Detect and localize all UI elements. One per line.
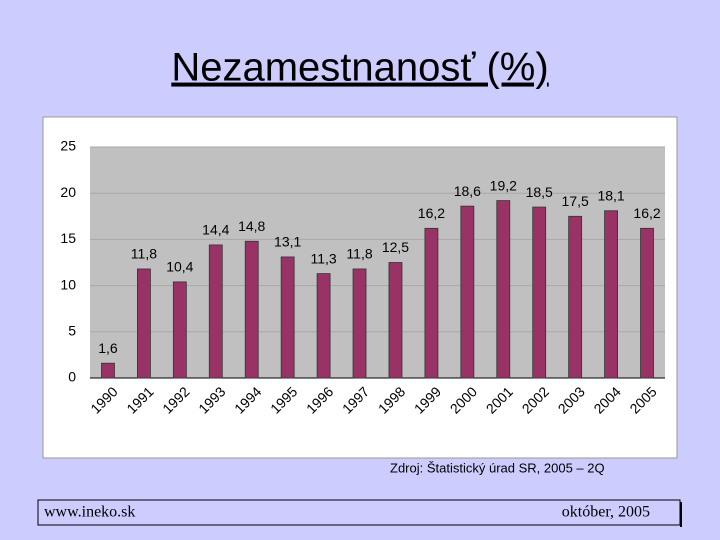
- footer-left: www.ineko.sk: [44, 504, 135, 521]
- value-label: 16,2: [633, 205, 660, 221]
- value-label: 19,2: [490, 177, 517, 193]
- value-label: 17,5: [562, 193, 589, 209]
- bar: [532, 206, 547, 379]
- bar: [316, 273, 331, 379]
- value-label: 14,4: [202, 222, 229, 238]
- value-label: 11,8: [346, 246, 372, 262]
- bar: [604, 210, 618, 379]
- chart: 051015202519901,6199111,8199210,4199314,…: [60, 138, 665, 417]
- chart-title: Nezamestnanosť (%): [171, 46, 548, 90]
- bar: [496, 200, 511, 379]
- source-note: Zdroj: Štatistický úrad SR, 2005 – 2Q: [390, 460, 605, 475]
- y-tick-label: 25: [60, 138, 76, 154]
- bar: [137, 268, 151, 379]
- bar: [208, 244, 223, 379]
- value-label: 13,1: [274, 234, 301, 250]
- bar: [101, 362, 115, 379]
- value-label: 18,1: [597, 187, 624, 203]
- value-label: 16,2: [418, 205, 445, 221]
- y-tick-label: 10: [60, 276, 76, 292]
- bar: [640, 227, 654, 379]
- bar: [352, 268, 367, 379]
- value-label: 14,8: [238, 218, 265, 234]
- y-tick-label: 5: [68, 323, 76, 339]
- bar: [172, 281, 187, 379]
- bar: [280, 256, 295, 379]
- y-tick-label: 0: [68, 369, 76, 385]
- value-label: 18,5: [526, 184, 553, 200]
- value-label: 18,6: [454, 183, 481, 199]
- footer-right: október, 2005: [562, 504, 650, 521]
- value-label: 11,8: [131, 246, 157, 262]
- bar: [568, 215, 583, 379]
- value-label: 1,6: [98, 340, 118, 356]
- value-label: 12,5: [382, 239, 409, 255]
- value-label: 10,4: [166, 259, 193, 275]
- bar: [424, 227, 439, 379]
- bar: [244, 240, 259, 379]
- bar: [460, 205, 475, 379]
- bar: [388, 262, 403, 379]
- y-tick-label: 20: [60, 184, 76, 200]
- value-label: 11,3: [310, 250, 336, 266]
- y-tick-label: 15: [60, 230, 76, 246]
